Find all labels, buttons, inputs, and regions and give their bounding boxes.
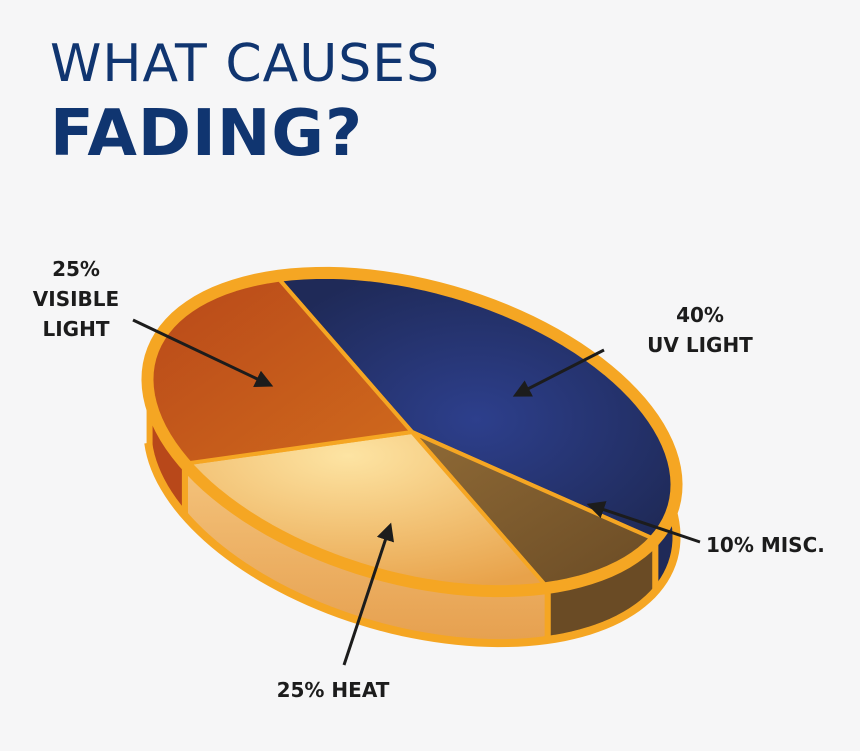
- pie-rim: [141, 266, 683, 598]
- label-uv-light-line-1: 40%: [676, 303, 724, 327]
- title-line-1: WHAT CAUSES: [50, 34, 441, 94]
- pie-body: [141, 266, 683, 648]
- pie-bottom-rim: [144, 442, 681, 648]
- label-misc-line-1: 10% MISC.: [706, 533, 825, 557]
- arrow-misc: [586, 501, 701, 544]
- label-visible-light-line-2: VISIBLE: [33, 287, 119, 311]
- arrow-visible-light: [132, 318, 274, 387]
- arrow-uv-light: [512, 348, 605, 397]
- title-line-2: FADING?: [50, 97, 364, 171]
- chart-title: WHAT CAUSES FADING?: [50, 32, 440, 172]
- label-visible-light-line-3: LIGHT: [43, 317, 110, 341]
- label-uv-light-line-2: UV LIGHT: [647, 333, 753, 357]
- pie-top: [141, 266, 683, 598]
- label-heat-line-1: 25% HEAT: [277, 678, 390, 702]
- label-visible-light-line-1: 25%: [52, 257, 100, 281]
- slice-labels: 40% UV LIGHT 10% MISC. 25% HEAT 25% VISIBLE LI…: [33, 257, 825, 702]
- arrow-heat: [342, 522, 395, 666]
